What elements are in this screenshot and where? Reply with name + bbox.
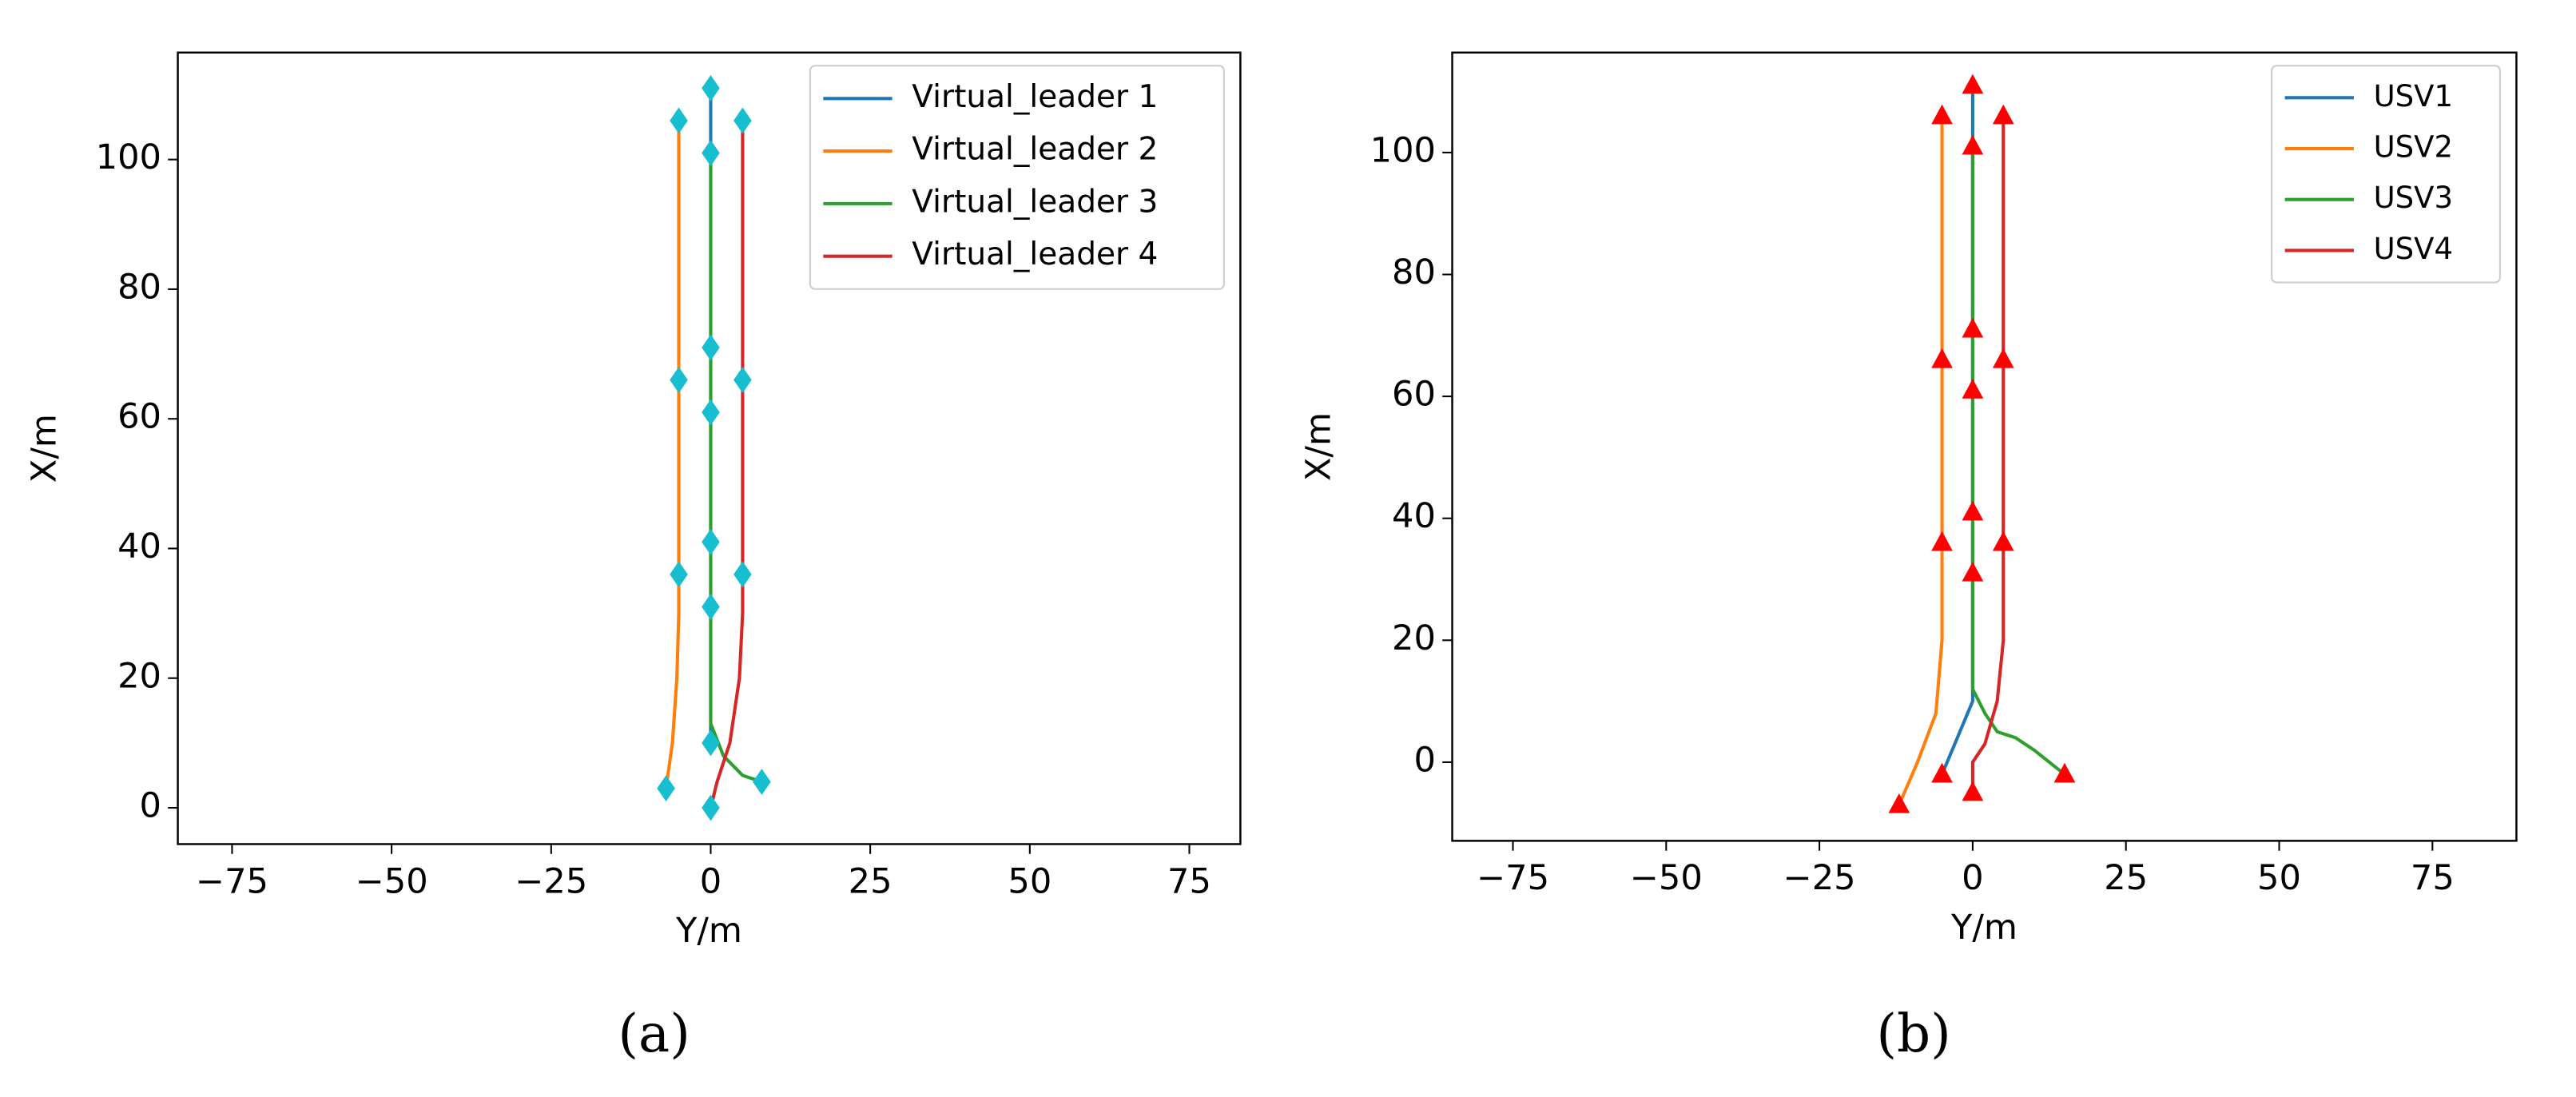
legend-label: Virtual_leader 1	[912, 79, 1158, 115]
marker	[702, 794, 720, 821]
legend-label: USV3	[2374, 181, 2453, 215]
series-line	[709, 153, 763, 784]
marker	[670, 107, 688, 134]
x-tick-label: 0	[1962, 858, 1983, 898]
marker	[702, 74, 720, 101]
y-tick-label: 60	[117, 397, 161, 437]
legend-label: Virtual_leader 2	[912, 132, 1158, 168]
legend-box	[2271, 65, 2501, 284]
legend-label: USV4	[2374, 232, 2453, 266]
plot-frame	[1451, 51, 2518, 842]
x-tick-label: −50	[356, 861, 428, 901]
x-tick-label: 50	[2257, 858, 2301, 898]
marker	[1962, 379, 1984, 399]
marker	[1992, 531, 2014, 551]
y-axis-label: X/m	[25, 414, 65, 483]
marker	[702, 594, 720, 620]
marker	[1931, 762, 1953, 783]
marker	[1992, 104, 2014, 125]
legend-label: Virtual_leader 3	[912, 184, 1158, 220]
marker	[1931, 531, 1953, 551]
marker	[1962, 562, 1984, 582]
legend-label: USV1	[2374, 79, 2453, 113]
marker	[1931, 348, 1953, 368]
marker	[702, 334, 720, 361]
y-tick-label: 20	[117, 656, 161, 696]
marker	[733, 561, 752, 588]
x-tick-label: 0	[700, 861, 722, 901]
y-tick-label: 0	[140, 786, 161, 826]
marker	[1962, 317, 1984, 338]
marker	[733, 107, 752, 134]
series-line	[709, 120, 745, 809]
marker	[733, 367, 752, 393]
legend-label: Virtual_leader 4	[912, 236, 1158, 272]
marker	[1962, 781, 1984, 801]
x-tick-label: 50	[1008, 861, 1051, 901]
series-line	[1897, 116, 1944, 806]
marker	[1888, 793, 1910, 813]
x-tick-label: −50	[1630, 858, 1703, 898]
x-axis-label: Y/m	[675, 911, 742, 951]
y-tick-label: 100	[96, 137, 161, 177]
y-tick-label: 40	[117, 527, 161, 566]
y-tick-label: 20	[1392, 618, 1436, 658]
y-tick-label: 0	[1414, 740, 1436, 780]
series-line	[1940, 85, 1974, 775]
marker	[753, 769, 771, 796]
marker	[657, 775, 675, 802]
marker	[1931, 104, 1953, 125]
x-tick-label: 25	[2104, 858, 2148, 898]
series-line	[1970, 146, 2066, 776]
marker	[702, 140, 720, 166]
marker	[1992, 348, 2014, 368]
plot-frame	[177, 51, 1242, 845]
marker	[702, 528, 720, 555]
y-tick-label: 40	[1392, 496, 1436, 536]
x-tick-label: 25	[849, 861, 892, 901]
marker	[702, 399, 720, 426]
y-tick-label: 80	[1392, 252, 1436, 292]
x-tick-label: 75	[2411, 858, 2455, 898]
marker	[670, 561, 688, 588]
x-tick-label: −25	[1783, 858, 1856, 898]
marker	[2053, 762, 2076, 783]
marker	[1962, 74, 1984, 94]
marker	[670, 367, 688, 393]
series-line	[664, 120, 681, 789]
x-tick-label: −75	[196, 861, 268, 901]
x-tick-label: 75	[1167, 861, 1211, 901]
marker	[1962, 500, 1984, 521]
legend-label: USV2	[2374, 130, 2453, 165]
y-axis-label: X/m	[1299, 412, 1339, 481]
x-tick-label: −75	[1477, 858, 1549, 898]
marker	[702, 729, 720, 757]
caption: (a)	[618, 1003, 690, 1064]
y-tick-label: 60	[1392, 375, 1436, 415]
x-axis-label: Y/m	[1950, 908, 2017, 948]
marker	[1962, 134, 1984, 155]
caption: (b)	[1876, 1003, 1950, 1064]
x-tick-label: −25	[515, 861, 587, 901]
y-tick-label: 80	[117, 267, 161, 307]
series-line	[1970, 116, 2006, 793]
y-tick-label: 100	[1370, 130, 1436, 170]
legend-box	[809, 65, 1225, 290]
